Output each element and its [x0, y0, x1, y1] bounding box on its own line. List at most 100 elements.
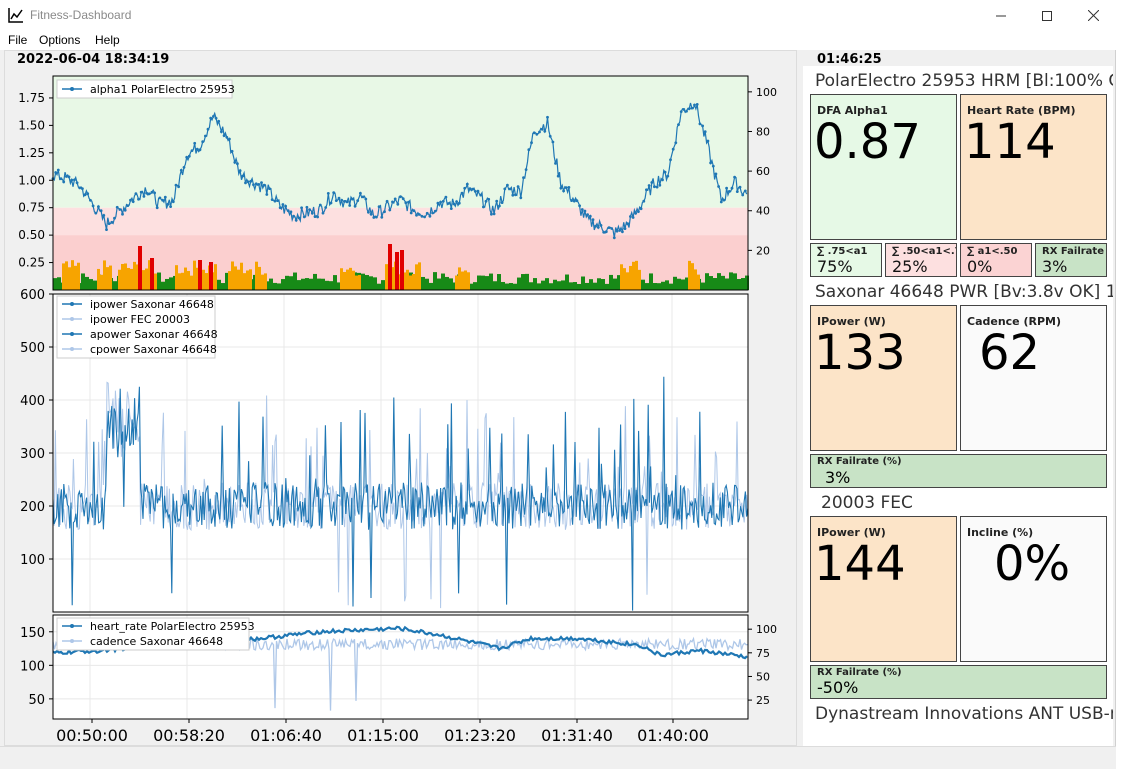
alpha1-point — [289, 210, 293, 214]
alpha1-zone-bar — [209, 262, 213, 290]
minimize-button[interactable] — [978, 0, 1024, 31]
menu-help[interactable]: Help — [95, 33, 120, 47]
alpha1-zone-bar — [677, 278, 681, 290]
alpha1-zone-bar — [458, 267, 461, 290]
alpha1-zone-bar — [455, 275, 458, 290]
alpha1-point — [706, 139, 710, 143]
alpha1-point — [126, 204, 130, 208]
alpha1-point — [99, 209, 103, 213]
status-bar — [0, 746, 1116, 769]
alpha1-point — [551, 140, 555, 144]
alpha1-point — [145, 191, 149, 195]
tile-value: 114 — [964, 114, 1056, 170]
alpha1-point — [300, 206, 303, 210]
alpha1-point — [698, 122, 702, 126]
alpha1-zone-bar — [121, 263, 124, 290]
close-button[interactable] — [1070, 0, 1116, 31]
alpha1-zone-bar — [317, 278, 321, 290]
alpha1-zone-bar — [285, 275, 289, 290]
power-legend-box — [56, 295, 216, 359]
alpha1-zone-bar — [181, 272, 184, 290]
alpha1-point — [326, 192, 330, 195]
tile-ipower-fec: IPower (W) 144 — [810, 516, 957, 662]
alpha1-point — [153, 191, 157, 195]
alpha1-point — [134, 192, 138, 196]
alpha1-point — [86, 192, 90, 196]
hr-legend-marker — [70, 639, 74, 643]
power-ytick-label: 300 — [20, 447, 45, 462]
alpha1-point — [500, 201, 504, 205]
alpha1-point — [222, 134, 226, 138]
alpha1-point — [415, 213, 418, 217]
menu-bar: File Options Help — [0, 31, 1116, 50]
menu-options[interactable]: Options — [39, 33, 81, 47]
alpha1-zone-bar — [305, 278, 309, 290]
alpha1-zone-bar — [109, 265, 112, 290]
alpha1-point — [121, 212, 124, 216]
alpha1-point — [642, 199, 646, 203]
alpha1-point — [482, 205, 485, 209]
alpha1-zone-bar — [145, 268, 148, 290]
alpha1-zone-bar — [661, 281, 665, 290]
alpha1-point — [524, 168, 528, 172]
alpha1-plot-frame — [52, 75, 749, 291]
alpha1-point — [364, 197, 368, 201]
maximize-button[interactable] — [1024, 0, 1070, 31]
tile-incline: Incline (%) 0% — [960, 516, 1107, 662]
alpha1-zone-bar — [388, 244, 392, 290]
tile-label: RX Failrate (%) — [817, 667, 902, 678]
alpha1-point — [420, 214, 424, 218]
alpha1-point — [380, 215, 384, 219]
alpha1-zone-bar — [187, 270, 190, 290]
alpha1-point — [431, 211, 434, 215]
alpha1-zone-bar — [449, 278, 453, 290]
alpha1-zone-bar — [489, 273, 493, 290]
x-tick-label: 01:06:40 — [250, 726, 322, 745]
elapsed-time: 01:46:25 — [817, 52, 882, 67]
device-header-fec: 20003 FEC — [821, 493, 913, 513]
alpha1-point — [345, 200, 349, 204]
alpha1-point — [409, 211, 413, 215]
alpha1-point — [270, 198, 274, 202]
alpha1-point — [268, 187, 271, 191]
alpha1-zone-bar — [329, 281, 333, 290]
tile-rx-failrate-fec: RX Failrate (%) -50% — [810, 665, 1107, 699]
power-legend-label: ipower Saxonar 46648 — [90, 298, 214, 311]
alpha1-y2tick-label: 40 — [756, 205, 770, 218]
alpha1-point — [730, 186, 734, 190]
alpha1-point — [535, 132, 539, 136]
alpha1-zone-bar — [93, 280, 97, 290]
alpha1-legend-label: alpha1 PolarElectro 25953 — [90, 83, 235, 96]
alpha1-point — [62, 180, 66, 184]
alpha1-point — [436, 201, 440, 205]
alpha1-point — [570, 199, 573, 203]
alpha1-point — [233, 161, 237, 164]
alpha1-zone-bar — [509, 283, 513, 290]
alpha1-zone-bar — [665, 280, 669, 290]
alpha1-zone-bar — [626, 272, 629, 290]
power-legend-label: ipower FEC 20003 — [90, 313, 190, 326]
alpha1-zone-bar — [150, 258, 154, 290]
alpha1-ytick-label: 1.75 — [18, 91, 45, 105]
menu-file[interactable]: File — [8, 33, 28, 47]
alpha1-point — [441, 199, 445, 203]
alpha1-zone-bar — [221, 283, 225, 290]
alpha1-zone-bar — [301, 278, 305, 290]
alpha1-zone-bar — [445, 276, 449, 290]
alpha1-point — [206, 127, 210, 131]
alpha1-zone-bar — [264, 273, 267, 290]
alpha1-zone-bar — [412, 273, 415, 290]
alpha1-point — [487, 197, 491, 201]
alpha1-point — [476, 189, 480, 193]
alpha1-point — [653, 185, 656, 189]
alpha1-point — [634, 211, 638, 215]
tile-zone-50-75: ∑ .50<a1<.75 25% — [885, 243, 957, 277]
tile-value: 0.87 — [814, 114, 921, 170]
alpha1-point — [391, 200, 394, 204]
hr-plot-frame — [52, 614, 749, 720]
alpha1-zone-bar — [190, 275, 193, 290]
alpha1-point — [166, 202, 170, 206]
alpha1-point — [556, 174, 560, 178]
alpha1-zone-bar — [62, 263, 65, 290]
hr-legend-label: cadence Saxonar 46648 — [90, 635, 223, 648]
